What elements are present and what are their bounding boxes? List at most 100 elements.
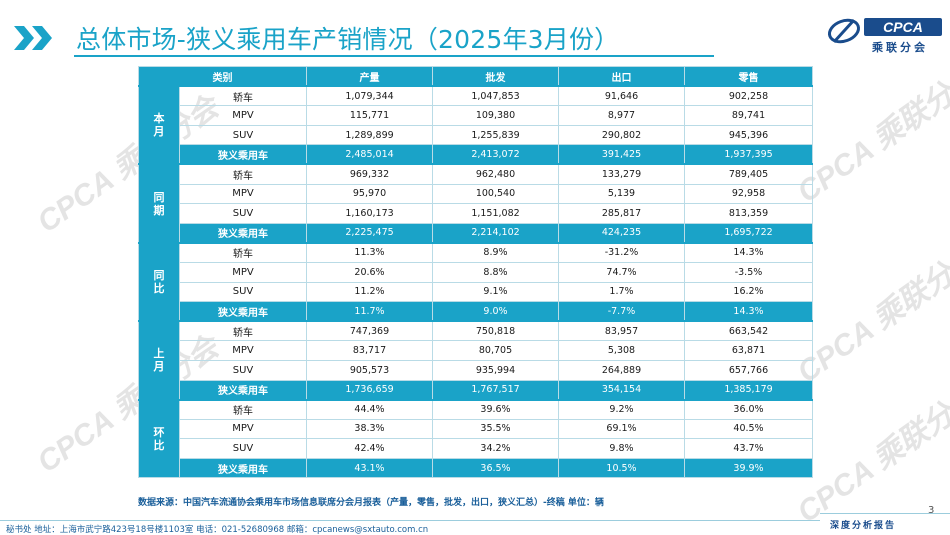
row-label: 轿车 [179, 163, 307, 185]
table-cell: 2,413,072 [432, 144, 559, 165]
table-cell: 34.2% [432, 438, 559, 459]
table-total-row: 狭义乘用车 2,485,014 2,413,072 391,425 1,937,395 [139, 144, 813, 165]
table-cell: 962,480 [432, 163, 559, 185]
table-total-row: 狭义乘用车 11.7% 9.0% -7.7% 14.3% [139, 301, 813, 322]
table-total-row: 狭义乘用车 2,225,475 2,214,102 424,235 1,695,722 [139, 222, 813, 244]
source-note: 数据来源：中国汽车流通协会乘用车市场信息联席分会月报表（产量，零售，批发，出口，… [138, 498, 604, 508]
table-cell: 813,359 [684, 203, 813, 224]
table-cell: 264,889 [558, 359, 685, 381]
table-cell: 11.2% [306, 281, 433, 303]
table-cell: 657,766 [684, 359, 813, 381]
group-label-text: 同期 [153, 190, 165, 217]
table-cell: 40.5% [684, 418, 813, 440]
cpca-emblem-icon [827, 18, 861, 44]
table-cell: 11.3% [306, 241, 433, 263]
table-cell: 1,937,395 [684, 144, 813, 165]
group-label-text: 上月 [153, 347, 165, 374]
row-label: 狭义乘用车 [179, 144, 307, 165]
table-cell: 36.0% [684, 398, 813, 420]
table-cell: 9.0% [432, 301, 559, 322]
table-cell: 1,047,853 [432, 85, 559, 107]
title-underline [74, 55, 714, 57]
table-cell: 36.5% [432, 457, 559, 479]
table-row: MPV 115,771 109,380 8,977 89,741 [139, 105, 813, 126]
row-label: 狭义乘用车 [179, 301, 307, 322]
table-cell: 905,573 [306, 359, 433, 381]
table-cell: -31.2% [558, 241, 685, 263]
page-number: 3 [928, 505, 935, 516]
table-cell: 14.3% [684, 301, 813, 322]
table-cell: 1.7% [558, 281, 685, 303]
table-row: SUV 905,573 935,994 264,889 657,766 [139, 359, 813, 381]
table-cell: 83,957 [558, 320, 685, 342]
table-cell: 9.8% [558, 438, 685, 459]
table-total-row: 狭义乘用车 1,736,659 1,767,517 354,154 1,385,179 [139, 379, 813, 401]
table-cell: 43.1% [306, 457, 433, 479]
table-cell: 83,717 [306, 340, 433, 361]
table-cell: 1,151,082 [432, 203, 559, 224]
row-label: 狭义乘用车 [179, 222, 307, 244]
row-label: SUV [179, 281, 307, 303]
row-label: 轿车 [179, 320, 307, 342]
logo-subtext: 乘联分会 [872, 41, 928, 54]
table-cell: 1,255,839 [432, 124, 559, 146]
table-cell: 424,235 [558, 222, 685, 244]
table-row: MPV 38.3% 35.5% 69.1% 40.5% [139, 418, 813, 440]
table-row: SUV 1,289,899 1,255,839 290,802 945,396 [139, 124, 813, 146]
table-cell: 39.9% [684, 457, 813, 479]
table-row: 同比 轿车 11.3% 8.9% -31.2% 14.3% [138, 241, 813, 322]
table-cell: 74.7% [558, 261, 685, 283]
table-row: SUV 11.2% 9.1% 1.7% 16.2% [139, 281, 813, 303]
table-cell: 789,405 [684, 163, 813, 185]
group-label: 同比 [138, 241, 180, 322]
table-row: 本月 轿车 1,079,344 1,047,853 91,646 902,258 [138, 85, 813, 165]
table-cell: -3.5% [684, 261, 813, 283]
double-chevron-icon [14, 26, 52, 50]
row-label: MPV [179, 183, 307, 205]
row-label: 轿车 [179, 398, 307, 420]
table-row: MPV 20.6% 8.8% 74.7% -3.5% [139, 261, 813, 283]
group-label: 上月 [138, 320, 180, 401]
row-label: SUV [179, 124, 307, 146]
page-title: 总体市场-狭义乘用车产销情况（2025年3月份） [76, 25, 620, 54]
table-cell: 10.5% [558, 457, 685, 479]
table-cell: 285,817 [558, 203, 685, 224]
table-cell: 750,818 [432, 320, 559, 342]
table-cell: 2,485,014 [306, 144, 433, 165]
table-cell: 945,396 [684, 124, 813, 146]
table-cell: 16.2% [684, 281, 813, 303]
table-cell: 1,736,659 [306, 379, 433, 401]
table-total-row: 狭义乘用车 43.1% 36.5% 10.5% 39.9% [139, 457, 813, 479]
table-cell: 663,542 [684, 320, 813, 342]
header-retail: 零售 [684, 66, 813, 87]
table-cell: 89,741 [684, 105, 813, 126]
group-label-text: 同比 [153, 269, 165, 296]
row-label: SUV [179, 203, 307, 224]
table-cell: 43.7% [684, 438, 813, 459]
table-cell: 935,994 [432, 359, 559, 381]
table-cell: 1,079,344 [306, 85, 433, 107]
table-cell: 5,308 [558, 340, 685, 361]
row-label: MPV [179, 340, 307, 361]
row-label: 轿车 [179, 241, 307, 263]
table-cell: 39.6% [432, 398, 559, 420]
table-cell: 91,646 [558, 85, 685, 107]
logo-text: CPCA [864, 18, 942, 36]
table-cell: 8,977 [558, 105, 685, 126]
table-cell: 42.4% [306, 438, 433, 459]
group-label: 本月 [138, 85, 180, 165]
table-cell: 1,160,173 [306, 203, 433, 224]
row-label: SUV [179, 438, 307, 459]
row-label: 狭义乘用车 [179, 457, 307, 479]
table-row: SUV 42.4% 34.2% 9.8% 43.7% [139, 438, 813, 459]
header-production: 产量 [306, 66, 433, 87]
table-cell: -7.7% [558, 301, 685, 322]
table-header-row: 类别 产量 批发 出口 零售 [138, 66, 813, 87]
group-label-text: 本月 [153, 112, 165, 139]
table-cell: 38.3% [306, 418, 433, 440]
table-row: 同期 轿车 969,332 962,480 133,279 789,405 [138, 163, 813, 244]
table-cell: 92,958 [684, 183, 813, 205]
footer-divider [0, 520, 820, 521]
table-cell: 8.9% [432, 241, 559, 263]
table-row: 上月 轿车 747,369 750,818 83,957 663,542 [138, 320, 813, 401]
